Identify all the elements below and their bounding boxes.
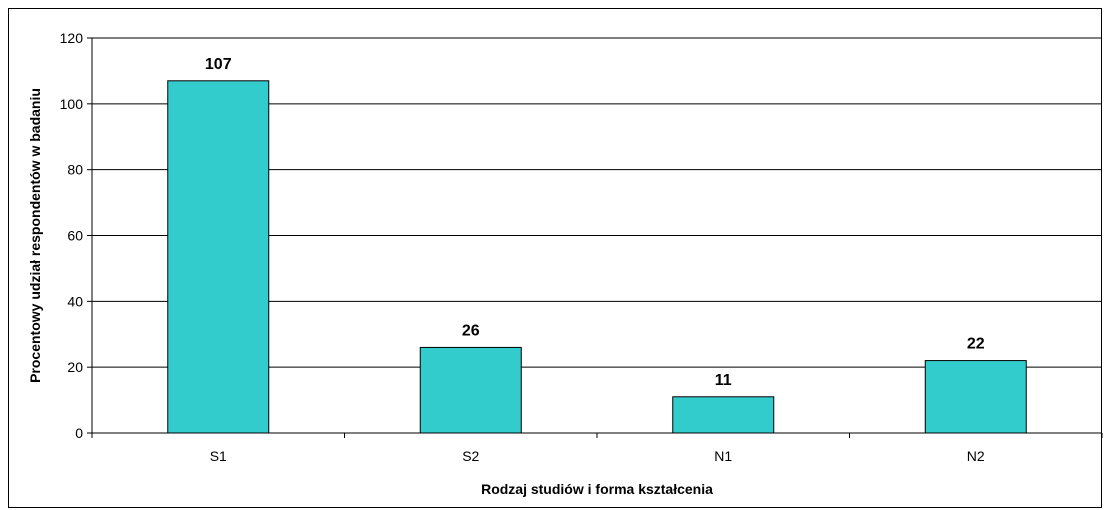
data-label-n1: 11: [715, 372, 732, 389]
bars: [167, 80, 1027, 434]
y-tick-label: 20: [67, 359, 83, 375]
x-tick-label-n2: N2: [967, 448, 985, 464]
x-axis-title: Rodzaj studiów i forma kształcenia: [481, 481, 713, 497]
y-tick-label: 60: [67, 228, 83, 244]
y-tick-label: 80: [67, 162, 83, 178]
y-tick-label: 120: [60, 30, 84, 46]
x-tick-label-s2: S2: [462, 448, 479, 464]
bar-n1: [672, 396, 775, 434]
y-tick-label: 100: [60, 96, 84, 112]
bar-s1: [167, 80, 270, 434]
labels: 0 20 40 60 80 100 120 107 S1 26 S2 11 N1 22 N2: [60, 30, 985, 464]
y-tick-label: 0: [75, 425, 83, 441]
bar-s2: [419, 346, 522, 434]
axes: [87, 37, 1103, 438]
x-tick-label-n1: N1: [714, 448, 732, 464]
y-tick-label: 40: [67, 293, 83, 309]
y-axis-title: Procentowy udział respondentów w badaniu: [27, 88, 43, 383]
data-label-s2: 26: [462, 322, 480, 339]
x-tick-label-s1: S1: [210, 448, 227, 464]
bar-n2: [924, 360, 1027, 434]
data-label-n2: 22: [967, 336, 985, 353]
data-label-s1: 107: [205, 56, 232, 73]
